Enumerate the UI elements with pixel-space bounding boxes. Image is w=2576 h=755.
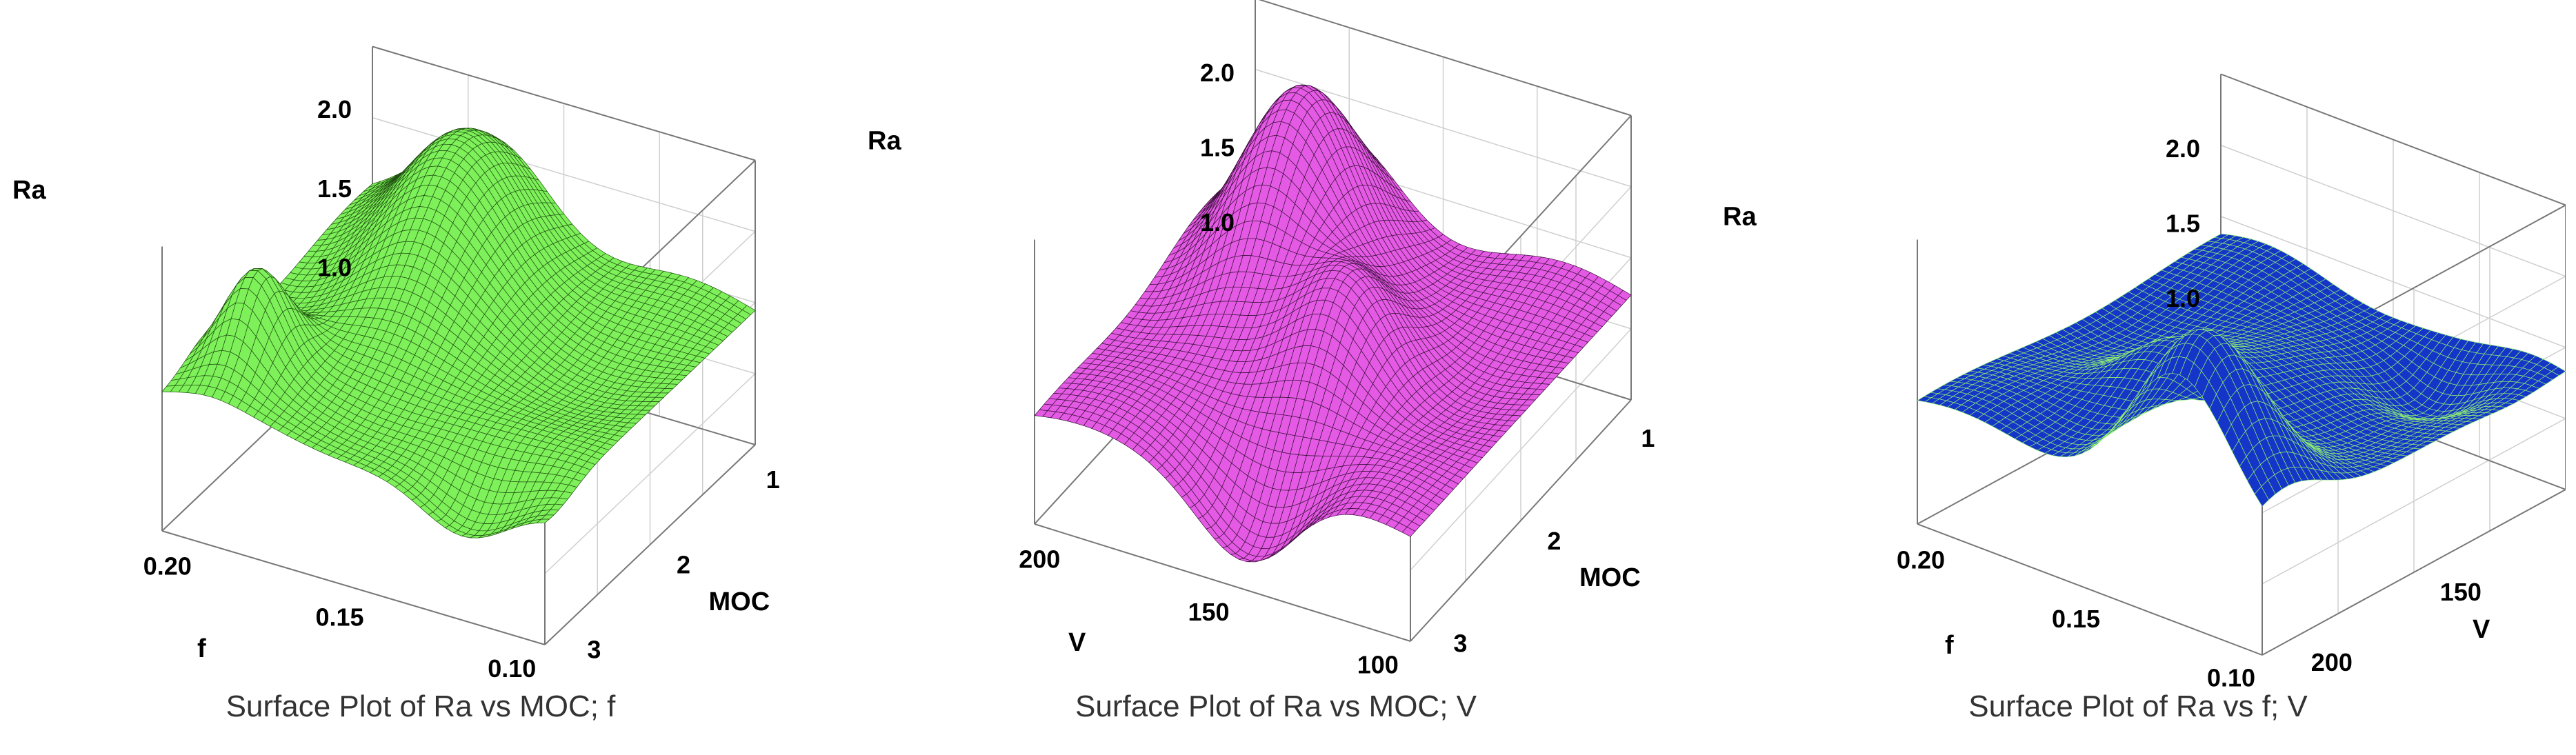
y-tick-label: 1 (1641, 424, 1655, 452)
tick-labels: 1.0 1.5 2.0 0.20 0.15 0.10 1 2 3 (143, 95, 780, 683)
z-tick-label: 2.0 (1200, 59, 1235, 87)
tick-labels: 1.0 1.5 2.0 200 150 100 1 2 3 (1019, 59, 1655, 678)
surface-plot-canvas: 1.01.52.00.200.150.10100150200RafV (1723, 73, 2566, 689)
z-tick-label: 1.0 (1200, 208, 1235, 236)
z-tick-label: 1.5 (1200, 134, 1235, 162)
surface-cell (1034, 410, 1048, 417)
surface-mesh (1034, 84, 1632, 563)
surface-mesh (161, 128, 756, 538)
chart-caption: Surface Plot of Ra vs MOC; V (1075, 689, 1477, 723)
z-tick-label: 2.0 (317, 95, 352, 123)
y-tick-label: 3 (587, 636, 601, 664)
z-tick-label: 1.0 (317, 253, 352, 281)
z-tick-label: 1.5 (317, 174, 352, 203)
x-tick-label: 0.20 (143, 552, 192, 580)
y-axis-label: MOC (1579, 563, 1641, 592)
surface-plot-canvas: 1.0 1.5 2.0 200 150 100 1 2 3 Ra V MOC (868, 0, 1655, 679)
surface-plot-canvas: 1.0 1.5 2.0 0.20 0.15 0.10 1 2 3 Ra f MOC (12, 46, 780, 683)
axis-line (1917, 523, 2263, 656)
axis-line (161, 530, 546, 645)
y-tick-label: 1 (766, 465, 780, 494)
x-tick-label: 150 (1188, 598, 1229, 626)
x-axis-label: V (1068, 628, 1086, 657)
y-tick-label: 2 (677, 550, 690, 578)
frame-line (2220, 73, 2566, 206)
x-axis-label: f (197, 634, 206, 663)
chart-caption: Surface Plot of Ra vs MOC; f (226, 689, 616, 723)
y-axis-label: MOC (709, 587, 770, 616)
frame-line (1410, 399, 1632, 642)
frame-line (544, 444, 756, 645)
y-tick-label: 3 (1453, 630, 1467, 658)
frame-line (1258, 0, 1632, 117)
frame-line (2262, 489, 2566, 656)
surface-plot-ra-moc-f: 1.0 1.5 2.0 0.20 0.15 0.10 1 2 3 Ra f MOC Surface P… (0, 0, 841, 755)
x-tick-label: 0.15 (315, 603, 363, 632)
x-tick-label: 100 (1357, 651, 1399, 679)
surface-cell (161, 385, 176, 392)
surface-mesh (1917, 233, 2566, 507)
frame-line (372, 46, 756, 161)
x-tick-label: 0.10 (488, 654, 536, 683)
surface-plot-ra-f-v: 1.01.52.00.200.150.10100150200RafV Surfa… (1710, 0, 2566, 755)
axis-line (1034, 523, 1411, 642)
x-tick-label: 200 (1019, 545, 1060, 574)
z-axis-label: Ra (12, 176, 46, 205)
z-axis-label: Ra (868, 126, 901, 155)
y-tick-label: 2 (1547, 527, 1561, 555)
surface-plot-ra-moc-v: 1.0 1.5 2.0 200 150 100 1 2 3 Ra V MOC Surface Plot… (855, 0, 1697, 755)
axis-box (1917, 73, 2566, 656)
